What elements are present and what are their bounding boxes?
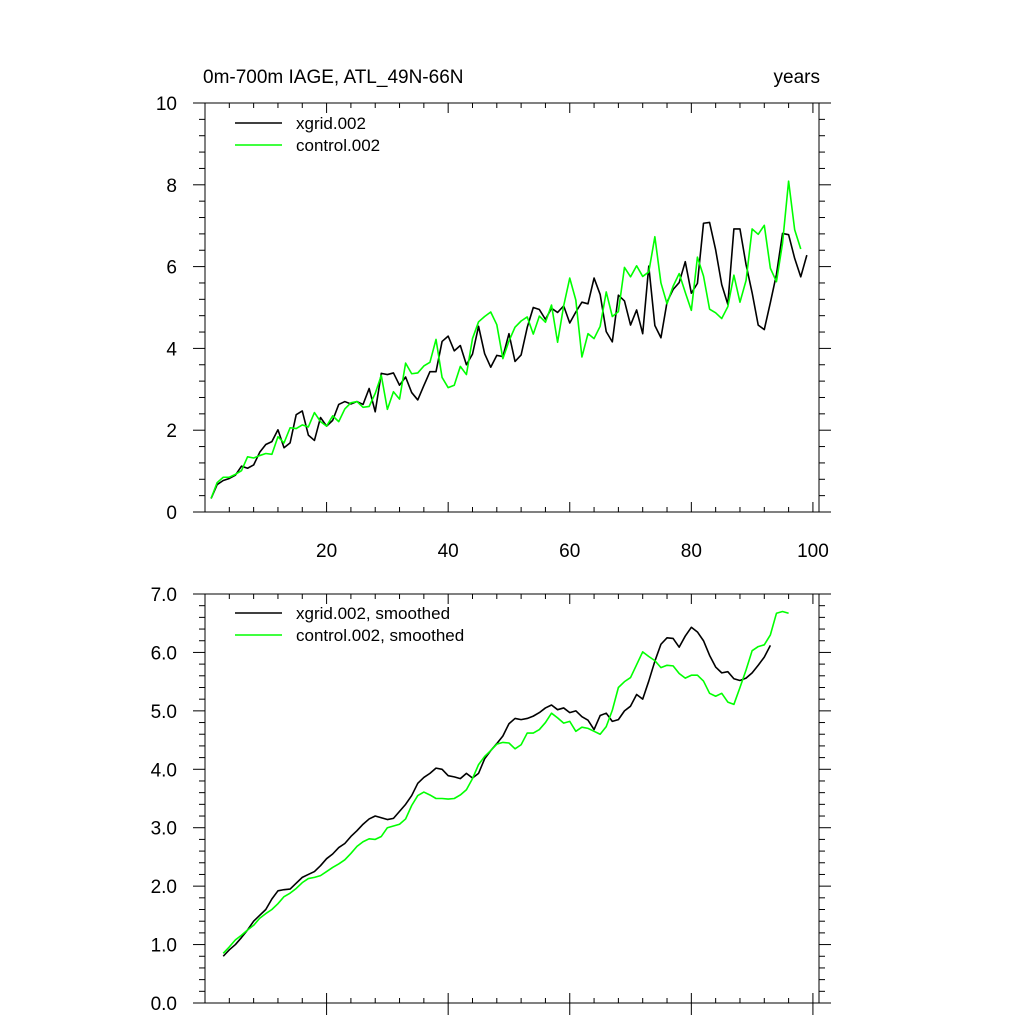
bottom-y-tick-label: 3.0	[151, 819, 177, 840]
top-chart-panel: 0m-700m IAGE, ATL_49N-66N years 20 40 60 80…	[156, 67, 831, 562]
bottom-chart-legend: xgrid.002, smoothed control.002, smoothe…	[235, 604, 464, 645]
top-chart-ticks: 20 40 60 80 100 0 2 4 6 8 10	[156, 94, 831, 562]
top-x-tick-label: 100	[797, 541, 829, 562]
bottom-y-tick-label: 5.0	[151, 702, 177, 723]
bottom-y-tick-label: 2.0	[151, 877, 177, 898]
bottom-chart-series-layer	[222, 610, 789, 957]
top-y-tick-label: 10	[156, 94, 177, 115]
legend-label-xgrid: xgrid.002	[296, 114, 366, 133]
bottom-y-tick-label: 1.0	[151, 936, 177, 957]
bottom-y-tick-label: 4.0	[151, 760, 177, 781]
bottom-chart-panel: 0.0 1.0 2.0 3.0 4.0 5.0 6.0 7.0 xgrid.002, smoo…	[151, 585, 831, 1015]
top-x-tick-label: 40	[438, 541, 459, 562]
top-chart-plot-frame	[204, 102, 820, 513]
top-x-tick-label: 80	[681, 541, 702, 562]
top-y-tick-label: 8	[166, 176, 177, 197]
bottom-chart-ticks: 0.0 1.0 2.0 3.0 4.0 5.0 6.0 7.0	[151, 585, 831, 1015]
bottom-y-tick-label: 6.0	[151, 643, 177, 664]
top-y-tick-label: 2	[166, 421, 177, 442]
top-series-line-control	[210, 180, 802, 499]
top-chart-title: 0m-700m IAGE, ATL_49N-66N	[203, 67, 463, 88]
bottom-y-tick-label: 0.0	[151, 994, 177, 1015]
top-series-line-xgrid	[210, 221, 808, 499]
legend-label-control: control.002	[296, 136, 380, 155]
top-x-tick-label: 60	[559, 541, 580, 562]
legend-label-control-smoothed: control.002, smoothed	[296, 626, 464, 645]
bottom-series-line-control	[222, 610, 789, 954]
top-chart-legend: xgrid.002 control.002	[235, 114, 380, 155]
top-y-tick-label: 0	[166, 503, 177, 524]
legend-label-xgrid-smoothed: xgrid.002, smoothed	[296, 604, 450, 623]
bottom-chart-plot-frame	[204, 593, 820, 1004]
top-chart-series-layer	[210, 180, 808, 499]
top-y-tick-label: 4	[166, 339, 177, 360]
bottom-y-tick-label: 7.0	[151, 585, 177, 606]
top-chart-units-label: years	[774, 67, 820, 88]
top-y-tick-label: 6	[166, 258, 177, 279]
top-x-tick-label: 20	[316, 541, 337, 562]
